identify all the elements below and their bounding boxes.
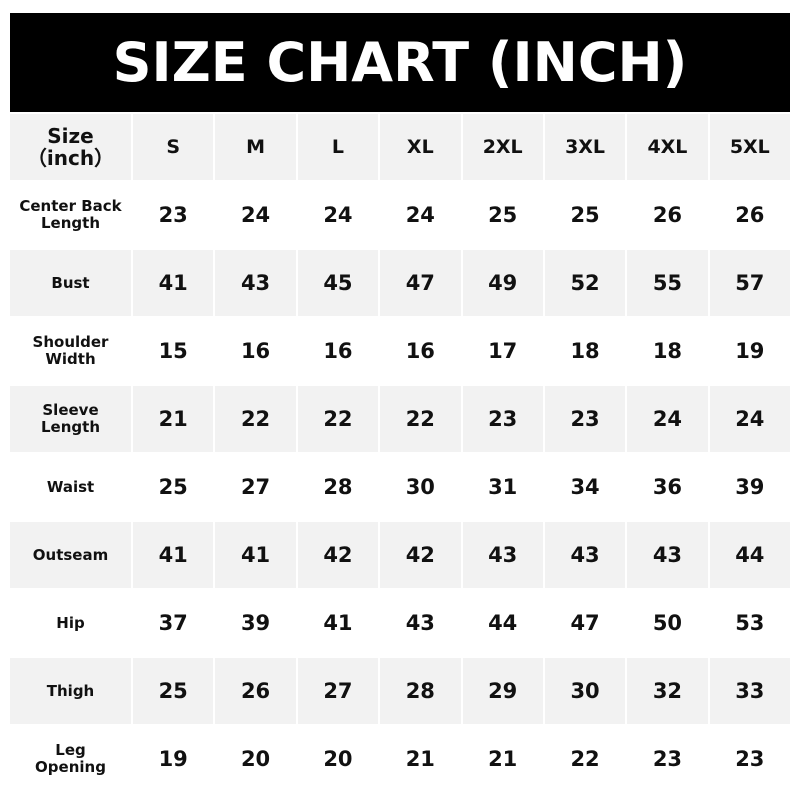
size-header-label: Size: [47, 124, 94, 148]
measurement-value: 25: [133, 658, 214, 724]
measurement-value: 16: [240, 339, 271, 363]
measurement-value: 28: [323, 475, 353, 499]
measurement-value: 49: [462, 250, 543, 316]
measurement-label: Sleeve Length: [10, 386, 131, 452]
measurement-value: 24: [323, 203, 353, 227]
measurement-value: 23: [462, 386, 543, 452]
measurement-value: 22: [380, 386, 461, 452]
measurement-value: 20: [323, 747, 353, 771]
size-unit-header: Size （inch）: [10, 114, 131, 180]
measurement-value: 50: [652, 611, 683, 635]
measurement-value: 21: [405, 747, 435, 771]
measurement-label: Thigh: [10, 658, 131, 724]
size-column-header: XL: [380, 114, 461, 180]
measurement-value: 29: [462, 658, 543, 724]
size-column-header: 5XL: [709, 114, 790, 180]
measurement-label: Hip: [56, 613, 85, 632]
size-column-header: L: [297, 114, 379, 180]
measurement-value: 23: [735, 747, 765, 771]
measurement-value: 33: [709, 658, 790, 724]
measurement-value: 24: [627, 386, 708, 452]
measurement-value: 19: [158, 747, 188, 771]
measurement-value: 18: [652, 339, 683, 363]
measurement-value: 42: [380, 522, 461, 588]
measurement-value: 27: [240, 475, 271, 499]
measurement-label: Center Back Length: [19, 197, 122, 232]
size-column-header: S: [133, 114, 214, 180]
measurement-value: 16: [323, 339, 353, 363]
measurement-value: 24: [240, 203, 271, 227]
size-column-header: 4XL: [627, 114, 708, 180]
measurement-value: 23: [544, 386, 626, 452]
measurement-label: Shoulder Width: [32, 333, 109, 368]
measurement-value: 41: [323, 611, 353, 635]
measurement-value: 23: [652, 747, 683, 771]
measurement-value: 25: [570, 203, 600, 227]
measurement-value: 21: [133, 386, 214, 452]
measurement-value: 27: [297, 658, 379, 724]
measurement-value: 43: [215, 250, 296, 316]
measurement-value: 42: [297, 522, 379, 588]
measurement-value: 16: [405, 339, 435, 363]
measurement-value: 43: [462, 522, 543, 588]
measurement-value: 23: [158, 203, 188, 227]
measurement-value: 30: [544, 658, 626, 724]
measurement-value: 34: [570, 475, 600, 499]
measurement-value: 22: [570, 747, 600, 771]
measurement-value: 36: [652, 475, 683, 499]
measurement-value: 24: [709, 386, 790, 452]
measurement-value: 44: [709, 522, 790, 588]
measurement-label: Leg Opening: [35, 741, 106, 776]
unit-header-label: （inch）: [26, 146, 115, 170]
size-column-header: M: [215, 114, 296, 180]
measurement-value: 47: [380, 250, 461, 316]
measurement-value: 43: [405, 611, 435, 635]
measurement-value: 52: [544, 250, 626, 316]
size-chart-title: SIZE CHART (INCH): [10, 13, 790, 112]
measurement-value: 43: [544, 522, 626, 588]
measurement-value: 18: [570, 339, 600, 363]
measurement-value: 41: [215, 522, 296, 588]
measurement-value: 55: [627, 250, 708, 316]
measurement-value: 31: [488, 475, 518, 499]
measurement-value: 24: [405, 203, 435, 227]
measurement-value: 41: [133, 522, 214, 588]
measurement-value: 26: [652, 203, 683, 227]
measurement-value: 28: [380, 658, 461, 724]
measurement-value: 45: [297, 250, 379, 316]
measurement-value: 39: [735, 475, 765, 499]
measurement-value: 21: [488, 747, 518, 771]
measurement-label: Bust: [10, 250, 131, 316]
measurement-label: Outseam: [10, 522, 131, 588]
size-column-header: 3XL: [544, 114, 626, 180]
measurement-value: 25: [488, 203, 518, 227]
measurement-value: 47: [570, 611, 600, 635]
measurement-value: 25: [158, 475, 188, 499]
measurement-value: 19: [735, 339, 765, 363]
measurement-value: 44: [488, 611, 518, 635]
measurement-value: 26: [215, 658, 296, 724]
measurement-value: 17: [488, 339, 518, 363]
measurement-value: 22: [297, 386, 379, 452]
measurement-value: 43: [627, 522, 708, 588]
size-column-header: 2XL: [462, 114, 543, 180]
measurement-value: 15: [158, 339, 188, 363]
measurement-value: 37: [158, 611, 188, 635]
measurement-value: 22: [215, 386, 296, 452]
measurement-value: 30: [405, 475, 435, 499]
measurement-value: 39: [240, 611, 271, 635]
measurement-value: 26: [735, 203, 765, 227]
measurement-value: 41: [133, 250, 214, 316]
measurement-value: 32: [627, 658, 708, 724]
size-table: Size （inch） S M L XL 2XL 3XL 4XL 5XL Center Back…: [10, 114, 790, 792]
measurement-label: Waist: [46, 477, 95, 496]
measurement-value: 20: [240, 747, 271, 771]
measurement-value: 53: [735, 611, 765, 635]
measurement-value: 57: [709, 250, 790, 316]
